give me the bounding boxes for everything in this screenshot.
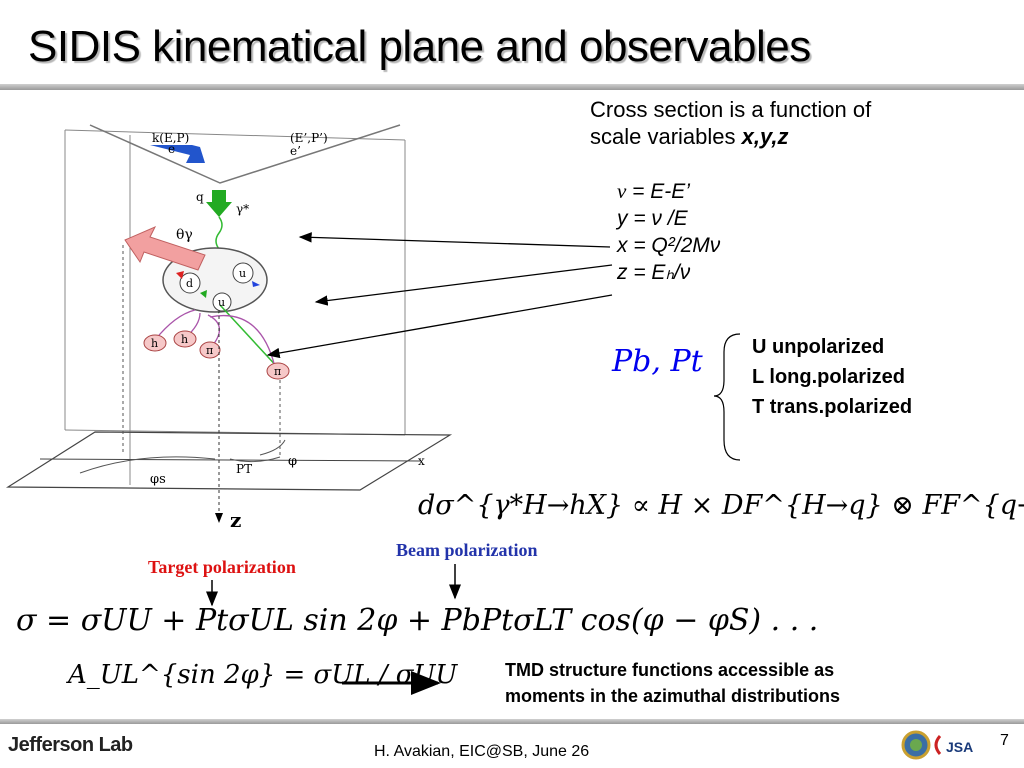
page-number: 7 xyxy=(1000,732,1009,749)
electron-label: e xyxy=(168,142,175,156)
sidis-diagram: k(E,P) (E’,P’) e e’ q γ* θγ u d u h h π … xyxy=(5,124,453,532)
intro-line2: scale variables xyxy=(590,124,742,149)
beam-label: k(E,P) xyxy=(152,131,189,145)
tmd-text: TMD structure functions accessible as mo… xyxy=(505,657,840,709)
sponsor-logos: JSA xyxy=(901,730,973,760)
jefferson-lab-logo: Jefferson Lab xyxy=(8,734,133,756)
photon-q-label: q xyxy=(196,190,204,204)
definition-nu: ν = E-E’ xyxy=(617,179,690,203)
recoil-arrow xyxy=(124,225,206,271)
page-title: SIDIS kinematical plane and observables xyxy=(28,22,811,71)
asymmetry-formula: A_UL^{sin 2φ} = σUL / σUU xyxy=(68,660,458,690)
quark-u2-label: u xyxy=(218,296,225,309)
definition-y: y = ν /E xyxy=(617,207,688,230)
jsa-logo: JSA xyxy=(946,739,973,755)
jsa-swoosh-icon xyxy=(934,735,942,755)
quark-u-label: u xyxy=(239,267,246,280)
polarization-states: U unpolarized L long.polarized T trans.p… xyxy=(752,332,912,422)
electron-out-label: e’ xyxy=(290,144,301,158)
hadron1-label: h xyxy=(151,337,158,350)
beam-arrow xyxy=(150,145,205,163)
state-trans: T trans.polarized xyxy=(752,396,913,418)
tmd-line2: moments in the azimuthal distributions xyxy=(505,686,841,706)
polarization-brace xyxy=(713,333,741,461)
diagram-planes xyxy=(64,129,406,485)
definition-x: x = Q²/2Mν xyxy=(617,234,721,257)
sigma-expansion: σ = σUU + PtσUL sin 2φ + PbPtσLT cos(φ −… xyxy=(16,603,819,638)
polarization-symbol: Pb, Pt xyxy=(612,344,703,379)
phi-s-label: φs xyxy=(150,472,166,487)
beam-polarization-label: Beam polarization xyxy=(396,540,538,560)
state-unpolarized: U unpolarized xyxy=(752,336,885,358)
photon-arrow xyxy=(206,202,232,217)
pion1-label: π xyxy=(206,344,213,357)
title-divider xyxy=(0,84,1024,90)
quark-d-label: d xyxy=(186,277,193,290)
gamma-label: γ* xyxy=(236,202,249,216)
pion2-label: π xyxy=(274,365,281,378)
footer-divider xyxy=(0,719,1024,724)
intro-line1: Cross section is a function of xyxy=(590,97,872,122)
definitions: ν = E-E’ y = ν /E x = Q²/2Mν z = Eₕ/ν xyxy=(617,178,720,286)
target-polarization-label: Target polarization xyxy=(148,557,296,577)
scale-variables: x,y,z xyxy=(741,124,789,149)
lepton-line xyxy=(89,124,401,184)
x-axis-label: x xyxy=(418,454,425,468)
hadron2-label: h xyxy=(181,333,188,346)
state-long: L long.polarized xyxy=(752,366,905,388)
z-axis-label: z xyxy=(230,508,241,532)
scattered-label: (E’,P’) xyxy=(290,131,328,145)
lab-plane xyxy=(5,431,453,491)
cross-section-formula: dσ^{γ*H→hX} ∝ H × DF^{H→q} ⊗ FF^{q→h} xyxy=(418,490,1024,521)
phi-label: φ xyxy=(288,454,297,469)
intro-text: Cross section is a function of scale var… xyxy=(590,96,871,150)
definition-z: z = Eₕ/ν xyxy=(617,261,691,284)
footer-credit: H. Avakian, EIC@SB, June 26 xyxy=(374,743,590,760)
pt-label: PT xyxy=(236,462,252,476)
tmd-line1: TMD structure functions accessible as xyxy=(505,660,835,680)
theta-label: θγ xyxy=(176,227,193,243)
